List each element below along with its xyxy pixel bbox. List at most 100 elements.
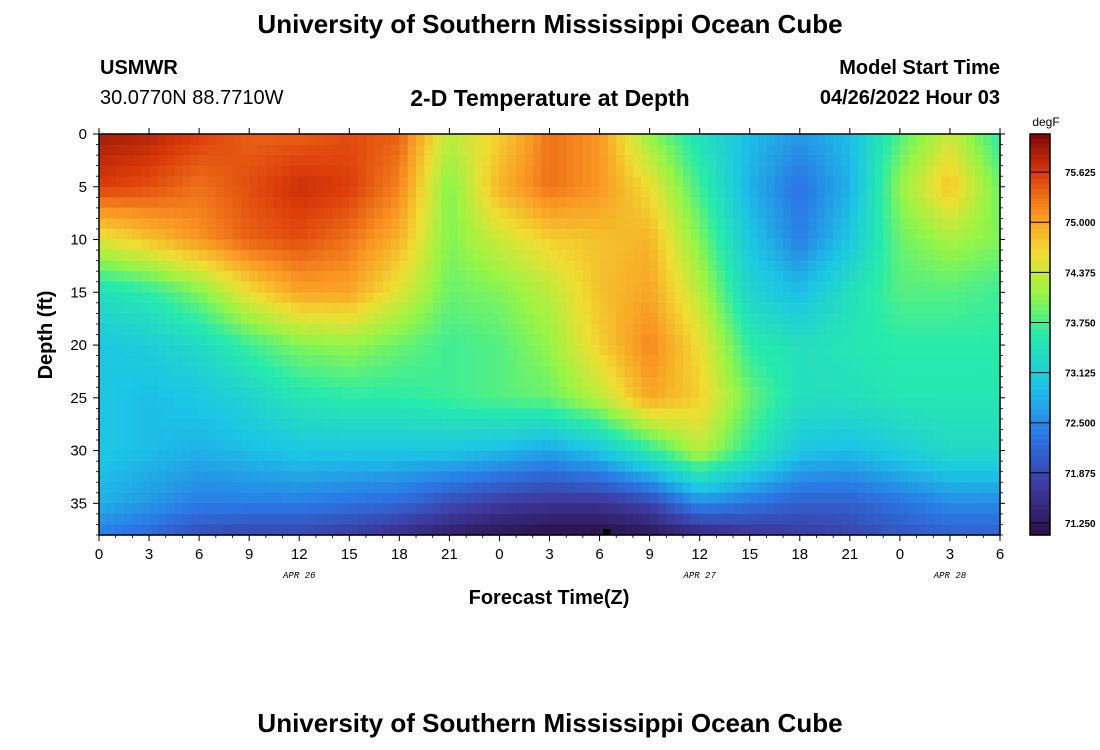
heatmap-cell [416, 218, 425, 230]
heatmap-cell [682, 334, 692, 346]
heatmap-cell [991, 503, 1001, 515]
heatmap-cell [232, 292, 242, 304]
heatmap-cell [182, 134, 192, 146]
heatmap-cell [582, 239, 592, 251]
heatmap-cell [516, 440, 526, 452]
heatmap-cell [240, 408, 250, 420]
heatmap-cell [666, 228, 676, 241]
heatmap-cell [432, 345, 442, 357]
heatmap-cell [215, 155, 225, 167]
heatmap-cell [524, 440, 534, 452]
heatmap-cell [240, 197, 250, 209]
heatmap-cell [699, 271, 709, 283]
heatmap-cell [991, 524, 1001, 536]
heatmap-cell [607, 186, 617, 198]
heatmap-cell [499, 228, 509, 241]
heatmap-cell [791, 397, 801, 409]
heatmap-cell [349, 302, 359, 314]
heatmap-cell [766, 482, 776, 494]
heatmap-cell [841, 281, 851, 293]
heatmap-cell [457, 461, 467, 473]
heatmap-cell [124, 186, 133, 198]
heatmap-cell [833, 471, 843, 483]
heatmap-cell [340, 524, 350, 536]
heatmap-cell [866, 228, 876, 241]
heatmap-cell [682, 144, 692, 156]
heatmap-cell [949, 134, 959, 146]
heatmap-cell [816, 239, 826, 251]
heatmap-cell [941, 524, 951, 536]
heatmap-cell [449, 250, 459, 262]
heatmap-cell [616, 387, 626, 399]
heatmap-cell [682, 461, 692, 473]
heatmap-cell [332, 292, 342, 304]
heatmap-cell [758, 323, 767, 336]
y-tick-label: 15 [70, 284, 87, 301]
heatmap-cell [599, 218, 609, 230]
heatmap-cell [232, 513, 242, 526]
heatmap-cell [365, 429, 375, 441]
heatmap-cell [974, 408, 984, 420]
heatmap-cell [682, 408, 692, 420]
heatmap-cell [299, 323, 309, 336]
heatmap-cell [983, 408, 993, 420]
heatmap-cell [933, 450, 943, 462]
heatmap-cell [641, 207, 651, 220]
heatmap-cell [708, 482, 717, 494]
heatmap-cell [866, 218, 876, 230]
heatmap-cell [416, 271, 425, 283]
heatmap-cell [265, 144, 275, 156]
heatmap-cell [699, 376, 709, 388]
heatmap-cell [449, 440, 459, 452]
heatmap-cell [224, 313, 234, 325]
heatmap-cell [699, 207, 709, 220]
heatmap-cell [249, 450, 259, 462]
x-tick-label: 0 [95, 546, 103, 563]
heatmap-cell [290, 334, 300, 346]
heatmap-cell [165, 260, 175, 272]
heatmap-cell [390, 461, 400, 473]
heatmap-cell [649, 450, 659, 462]
heatmap-cell [933, 134, 943, 146]
heatmap-cell [616, 197, 626, 209]
heatmap-cell [649, 302, 659, 314]
heatmap-cell [174, 524, 184, 536]
heatmap-cell [416, 134, 425, 146]
heatmap-cell [365, 355, 375, 367]
heatmap-cell [949, 186, 959, 198]
heatmap-cell [824, 387, 834, 399]
heatmap-cell [215, 281, 225, 293]
heatmap-cell [491, 450, 501, 462]
heatmap-cell [799, 260, 809, 272]
heatmap-cell [290, 482, 300, 494]
heatmap-cell [290, 513, 300, 526]
heatmap-cell [190, 450, 200, 462]
heatmap-cell [274, 186, 284, 198]
heatmap-cell [766, 134, 776, 146]
heatmap-cell [357, 355, 367, 367]
heatmap-cell [958, 387, 968, 399]
heatmap-cell [874, 144, 884, 156]
heatmap-cell [507, 366, 517, 378]
heatmap-cell [824, 482, 834, 494]
heatmap-cell [390, 197, 400, 209]
heatmap-cell [115, 239, 125, 251]
heatmap-cell [541, 165, 551, 177]
colorbar-swatch [1030, 249, 1050, 255]
heatmap-cell [290, 134, 300, 146]
heatmap-cell [299, 260, 309, 272]
heatmap-cell [416, 524, 425, 536]
colorbar-swatch [1030, 394, 1050, 401]
heatmap-cell [507, 429, 517, 441]
heatmap-cell [107, 461, 117, 473]
heatmap-cell [115, 355, 125, 367]
heatmap-cell [607, 366, 617, 378]
heatmap-cell [516, 207, 526, 220]
heatmap-cell [966, 408, 976, 420]
heatmap-cell [541, 281, 551, 293]
heatmap-cell [632, 260, 642, 272]
heatmap-cell [140, 471, 150, 483]
heatmap-cell [791, 165, 801, 177]
heatmap-cell [340, 271, 350, 283]
heatmap-cell [808, 524, 818, 536]
